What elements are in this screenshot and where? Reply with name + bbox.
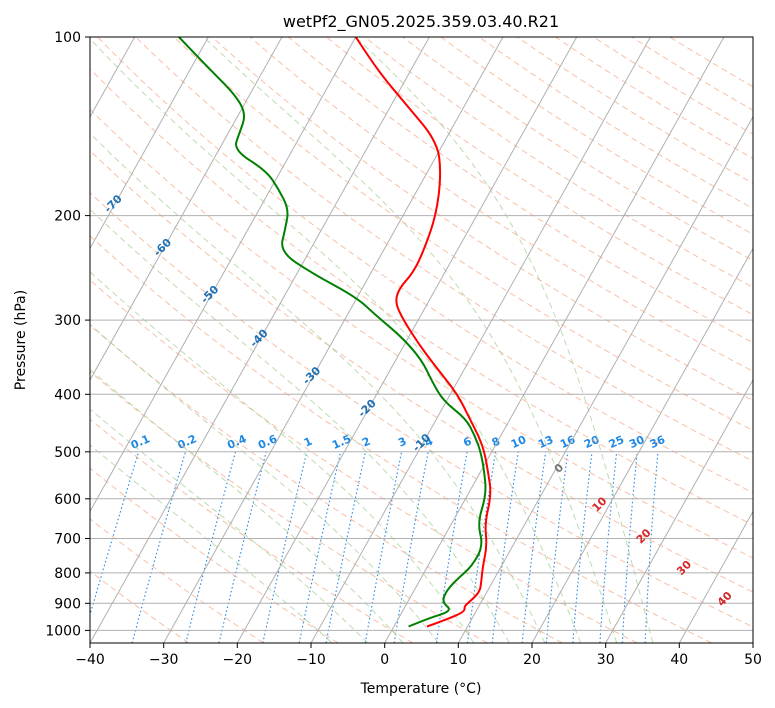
dry-adiabat bbox=[90, 518, 264, 643]
mixing-ratio-line bbox=[325, 451, 366, 643]
x-tick-label: −20 bbox=[223, 652, 253, 668]
y-tick-label: 1000 bbox=[45, 623, 81, 639]
isotherm-line bbox=[90, 37, 430, 643]
dry-adiabat bbox=[555, 37, 753, 159]
isotherm-line bbox=[605, 378, 753, 643]
mixing-ratio-line bbox=[364, 451, 403, 643]
isotherm-line bbox=[90, 37, 283, 381]
moist-adiabat bbox=[90, 37, 582, 643]
temperature-line bbox=[354, 37, 492, 628]
dry-adiabat bbox=[90, 108, 753, 559]
x-tick-label: −30 bbox=[149, 652, 179, 668]
dry-adiabat bbox=[90, 68, 753, 526]
mixing-ratio-line bbox=[393, 451, 429, 643]
isotherm-line bbox=[678, 510, 753, 643]
x-tick-label: 50 bbox=[744, 652, 762, 668]
y-tick-label: 500 bbox=[54, 445, 81, 461]
isotherm-line bbox=[236, 37, 578, 643]
dry-adiabat bbox=[90, 324, 563, 643]
y-tick-label: 800 bbox=[54, 566, 81, 582]
mixing-ratio-line bbox=[262, 451, 308, 643]
dry-adiabat bbox=[287, 37, 753, 344]
moist-adiabat bbox=[355, 37, 654, 643]
plot-frame bbox=[89, 36, 754, 644]
mixing-ratio-line bbox=[435, 451, 468, 643]
mixing-ratio-label: 25 bbox=[607, 433, 626, 451]
dry-adiabat bbox=[516, 37, 753, 184]
y-tick-label: 300 bbox=[54, 313, 81, 329]
x-tick-label: 30 bbox=[597, 652, 615, 668]
mixing-ratio-line bbox=[572, 451, 593, 643]
y-tick-label: 700 bbox=[54, 532, 81, 548]
isotherm-line bbox=[384, 37, 725, 643]
dry-adiabat bbox=[211, 37, 753, 402]
x-tick-label: 10 bbox=[449, 652, 467, 668]
y-tick-label: 100 bbox=[54, 30, 81, 46]
dry-adiabat bbox=[249, 37, 753, 372]
dry-adiabat bbox=[90, 370, 488, 643]
moist-adiabat bbox=[90, 323, 439, 643]
moist-adiabat bbox=[203, 37, 618, 643]
isotherm-line bbox=[163, 37, 504, 643]
mixing-ratio-label: 13 bbox=[536, 433, 555, 451]
y-axis-label: Pressure (hPa) bbox=[13, 290, 29, 390]
x-tick-label: −40 bbox=[75, 652, 105, 668]
mixing-ratio-line bbox=[521, 451, 547, 643]
mixing-ratio-line bbox=[491, 451, 519, 643]
mixing-ratio-line bbox=[185, 451, 237, 643]
y-tick-label: 200 bbox=[54, 209, 81, 225]
moist-adiabat bbox=[90, 444, 333, 643]
y-tick-label: 900 bbox=[54, 596, 81, 612]
isotherm-line bbox=[310, 37, 651, 643]
y-tick-label: 600 bbox=[54, 492, 81, 508]
dewpoint-line bbox=[178, 37, 487, 628]
dry-adiabat bbox=[90, 279, 638, 643]
dry-adiabat bbox=[90, 235, 712, 643]
dry-adiabat bbox=[90, 149, 753, 593]
mixing-ratio-line bbox=[218, 451, 267, 643]
x-axis-label: Temperature (°C) bbox=[360, 681, 482, 697]
isotherm-line bbox=[531, 247, 753, 643]
isotherm-line bbox=[90, 37, 209, 250]
x-tick-label: 0 bbox=[380, 652, 389, 668]
x-tick-label: 40 bbox=[670, 652, 688, 668]
mixing-ratio-label: 36 bbox=[648, 433, 668, 451]
moist-adiabat bbox=[90, 408, 369, 643]
mixing-ratio-line bbox=[131, 451, 187, 643]
y-tick-label: 400 bbox=[54, 387, 81, 403]
dry-adiabat bbox=[90, 467, 339, 643]
chart-title: wetPf2_GN05.2025.359.03.40.R21 bbox=[283, 12, 559, 32]
isotherm-line bbox=[90, 37, 357, 513]
x-tick-label: 20 bbox=[523, 652, 541, 668]
dry-adiabat bbox=[173, 37, 753, 432]
dry-adiabat bbox=[478, 37, 753, 210]
mixing-ratio-line bbox=[298, 451, 342, 643]
dry-adiabat bbox=[90, 192, 753, 628]
x-tick-label: −10 bbox=[296, 652, 326, 668]
mixing-ratio-label: 16 bbox=[558, 433, 578, 451]
isotherm-line bbox=[457, 115, 753, 643]
mixing-ratio-label: 10 bbox=[509, 433, 529, 451]
mixing-ratio-line bbox=[90, 451, 140, 617]
dry-adiabat bbox=[135, 37, 753, 462]
